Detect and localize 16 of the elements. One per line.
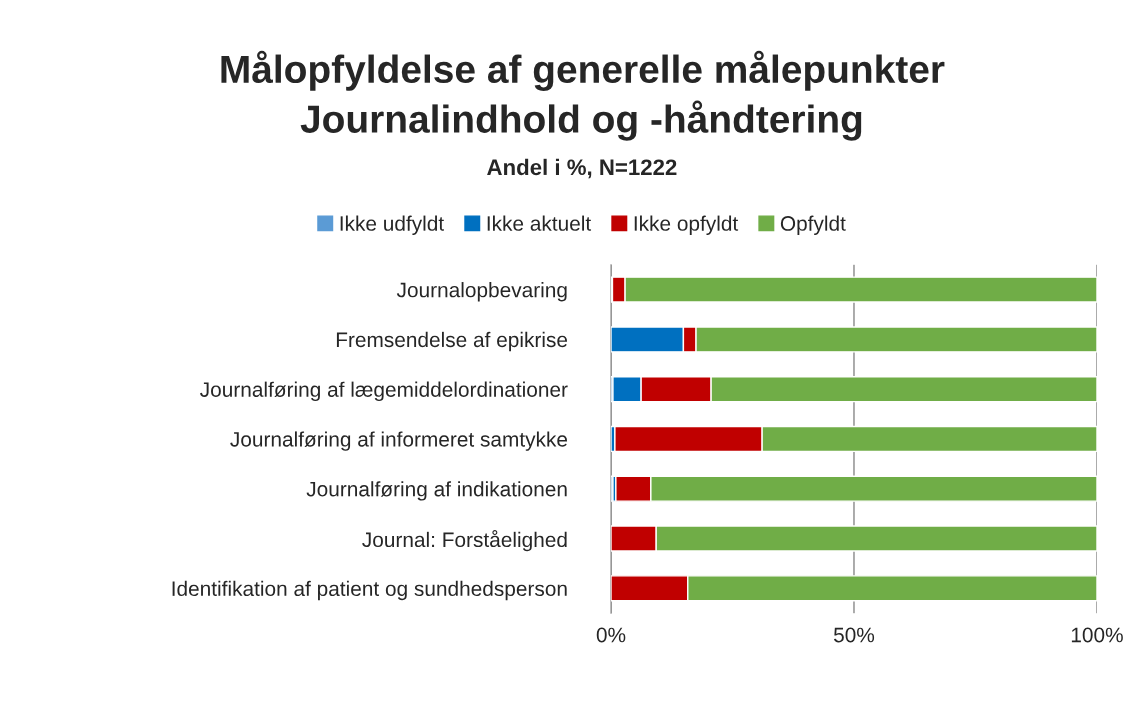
y-tick-label: Journalføring af informeret samtykke <box>230 431 568 451</box>
legend-label: Opfyldt <box>780 215 846 235</box>
x-tick-label: 50% <box>833 627 875 643</box>
y-tick-label: Journalføring af lægemiddelordinationer <box>200 381 568 402</box>
y-tick-label: Fremsendelse af epikrise <box>336 331 568 352</box>
x-tick-label: 0% <box>596 627 626 643</box>
y-tick-label: Journalføring af indikationen <box>306 481 567 501</box>
chart-title: Målopfyldelse af generelle målepunkter Journalindhold og -håndtering <box>221 50 945 141</box>
chart-subtitle: Andel i %, N=1222 <box>487 158 677 179</box>
y-tick-label: Identifikation af patient og sundhedsperson <box>172 580 567 601</box>
legend-label: Ikke aktuelt <box>487 215 592 231</box>
x-tick-label: 100% <box>1071 627 1123 643</box>
legend-label: Ikke opfyldt <box>634 215 739 235</box>
legend-label: Ikke udfyldt <box>340 215 444 235</box>
y-tick-label: Journalopbevaring <box>396 282 567 302</box>
y-tick-label: Journal: Forståelighed <box>362 530 567 552</box>
